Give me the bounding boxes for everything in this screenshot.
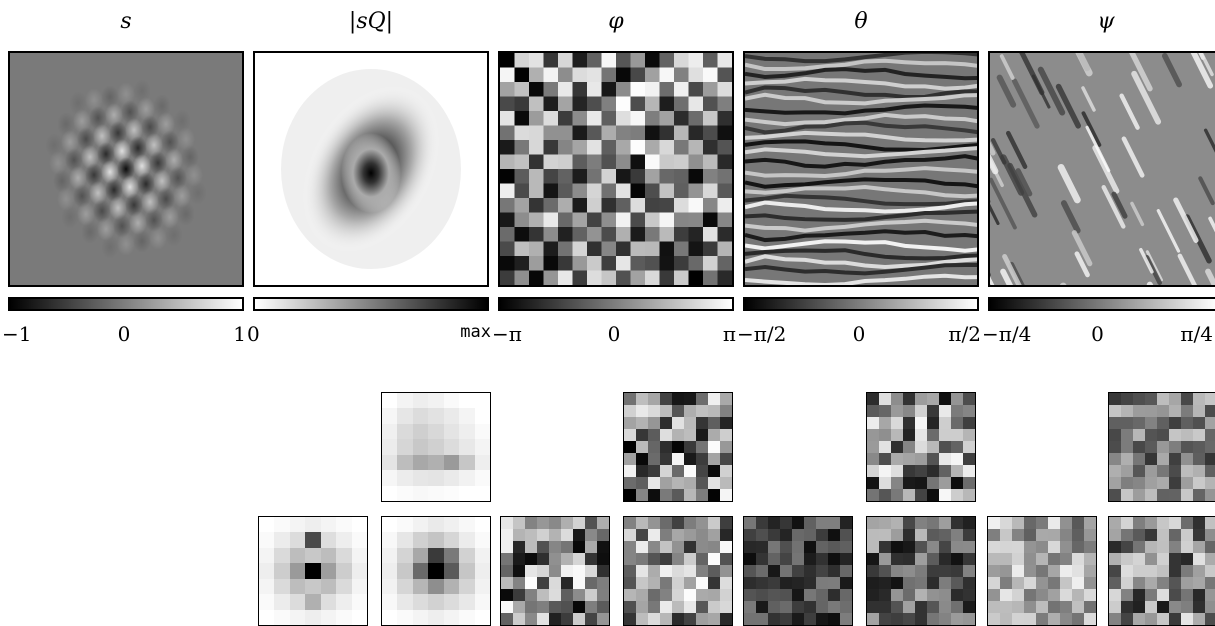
filter-grid-psi-left <box>987 516 1097 626</box>
filter-grid-phi-top <box>623 392 733 502</box>
colorbar-ticks: −1 0 1 <box>2 322 246 352</box>
tick-mid: 0 <box>1091 322 1104 346</box>
tick-min: −π <box>492 322 522 346</box>
tick-min: 0 <box>247 322 260 346</box>
tick-min: −π/2 <box>737 322 786 346</box>
colorbar <box>8 297 244 311</box>
panel-title: θ <box>743 6 979 38</box>
colorbar-ticks: −π/2 0 π/2 <box>737 322 981 352</box>
colorbar-ticks: 0 max <box>247 322 491 352</box>
colorbar <box>988 297 1215 311</box>
tick-max: π/2 <box>948 322 981 346</box>
magnitude-image <box>255 53 487 285</box>
filter-grid-theta-top <box>866 392 976 502</box>
tick-min: −1 <box>2 322 31 346</box>
colorbar-ticks: −π 0 π <box>492 322 736 352</box>
filter-grid-theta-right <box>866 516 976 626</box>
filter-grid-theta-left <box>743 516 853 626</box>
filter-grid-sq-left <box>258 516 368 626</box>
tick-max: π <box>723 322 736 346</box>
orientation-map-image <box>745 53 977 285</box>
panel-title: s <box>8 6 244 38</box>
filter-grid-sq-mid <box>381 516 491 626</box>
image-theta <box>743 51 979 287</box>
image-sq <box>253 51 489 287</box>
tick-max: max <box>460 322 491 342</box>
tick-mid: 0 <box>118 322 131 346</box>
texture-map-image <box>990 53 1215 285</box>
colorbar-ticks: −π/4 0 π/4 <box>982 322 1213 352</box>
panel-title: φ <box>498 6 734 38</box>
tick-max: π/4 <box>1180 322 1213 346</box>
image-phi <box>498 51 734 287</box>
colorbar <box>498 297 734 311</box>
filter-grid-phi-left <box>500 516 610 626</box>
colorbar <box>743 297 979 311</box>
tick-mid: 0 <box>608 322 621 346</box>
phase-map-image <box>500 53 732 285</box>
panel-title: ψ <box>988 6 1215 38</box>
panel-title: |sQ| <box>253 6 489 38</box>
panel-s: s −1 0 1 <box>8 0 244 623</box>
filter-grid-psi-top <box>1108 392 1215 502</box>
image-s <box>8 51 244 287</box>
filter-grid-phi-right <box>623 516 733 626</box>
colorbar <box>253 297 489 311</box>
filter-grid-sq-top <box>381 392 491 502</box>
tick-min: −π/4 <box>982 322 1031 346</box>
filter-grid-psi-right <box>1108 516 1215 626</box>
tick-max: 1 <box>233 322 246 346</box>
wave-pattern-image <box>10 53 242 285</box>
image-psi <box>988 51 1215 287</box>
tick-mid: 0 <box>853 322 866 346</box>
